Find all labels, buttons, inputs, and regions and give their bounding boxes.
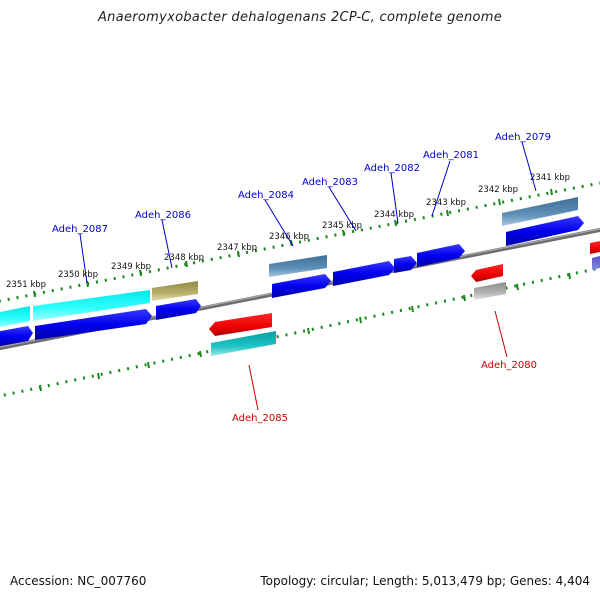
scale-label: 2345 kbp: [322, 221, 362, 231]
gene-arrow-forward[interactable]: [156, 299, 201, 320]
gene-arrow-forward[interactable]: [506, 216, 584, 246]
forward-major-ticks: [33, 188, 553, 298]
scale-label: 2349 kbp: [111, 262, 151, 272]
gene-arrow-forward[interactable]: [272, 274, 331, 298]
gene-arrow-reverse-2080[interactable]: [471, 264, 503, 282]
scale-label: 2350 kbp: [58, 270, 98, 280]
gene-label[interactable]: Adeh_2079: [495, 132, 551, 143]
gene-feature-steel-2079[interactable]: [502, 197, 578, 226]
gene-arrow-forward[interactable]: [0, 326, 33, 347]
gene-feature-teal-2085[interactable]: [211, 331, 276, 356]
gene-arrow-forward[interactable]: [333, 261, 395, 286]
reverse-strand-track: [209, 264, 506, 356]
gene-label[interactable]: Adeh_2086: [135, 210, 191, 221]
gene-label[interactable]: Adeh_2084: [238, 190, 294, 201]
gene-arrow-forward-partial[interactable]: [590, 241, 600, 254]
forward-cog-track: [0, 197, 578, 328]
scale-label: 2346 kbp: [269, 232, 309, 242]
scale-label: 2347 kbp: [217, 243, 257, 253]
gene-arrow-forward[interactable]: [394, 256, 417, 273]
scale-label: 2343 kbp: [426, 198, 466, 208]
scale-label: 2344 kbp: [374, 210, 414, 220]
forward-strand-track: [0, 216, 600, 347]
accession-text: Accession: NC_007760: [10, 574, 147, 588]
scale-label: 2342 kbp: [478, 185, 518, 195]
gene-label[interactable]: Adeh_2081: [423, 150, 479, 161]
reverse-major-ticks: [39, 272, 571, 392]
gene-label[interactable]: Adeh_2087: [52, 224, 108, 235]
gene-arrow-forward-partial[interactable]: [592, 256, 600, 270]
label-leaders: [79, 141, 537, 411]
genome-summary-text: Topology: circular; Length: 5,013,479 bp…: [260, 574, 590, 588]
gene-feature-olive-2086[interactable]: [152, 281, 198, 301]
gene-arrow-reverse-2085[interactable]: [209, 313, 272, 336]
gene-label[interactable]: Adeh_2083: [302, 177, 358, 188]
gene-arrow-forward[interactable]: [35, 309, 152, 340]
scale-label: 2351 kbp: [6, 280, 46, 290]
scale-label: 2341 kbp: [530, 173, 570, 183]
gene-label[interactable]: Adeh_2082: [364, 163, 420, 174]
gene-arrow-forward[interactable]: [417, 244, 465, 267]
gene-feature-cyan-left[interactable]: [0, 306, 30, 328]
gene-label[interactable]: Adeh_2080: [481, 360, 537, 371]
gene-feature-cyan-2087[interactable]: [33, 290, 150, 321]
map-title: Anaeromyxobacter dehalogenans 2CP-C, com…: [97, 10, 503, 25]
gene-feature-steel-2084[interactable]: [269, 255, 327, 277]
gene-label[interactable]: Adeh_2085: [232, 413, 288, 424]
scale-label: 2348 kbp: [164, 253, 204, 263]
gene-feature-gray-2080[interactable]: [474, 282, 506, 300]
